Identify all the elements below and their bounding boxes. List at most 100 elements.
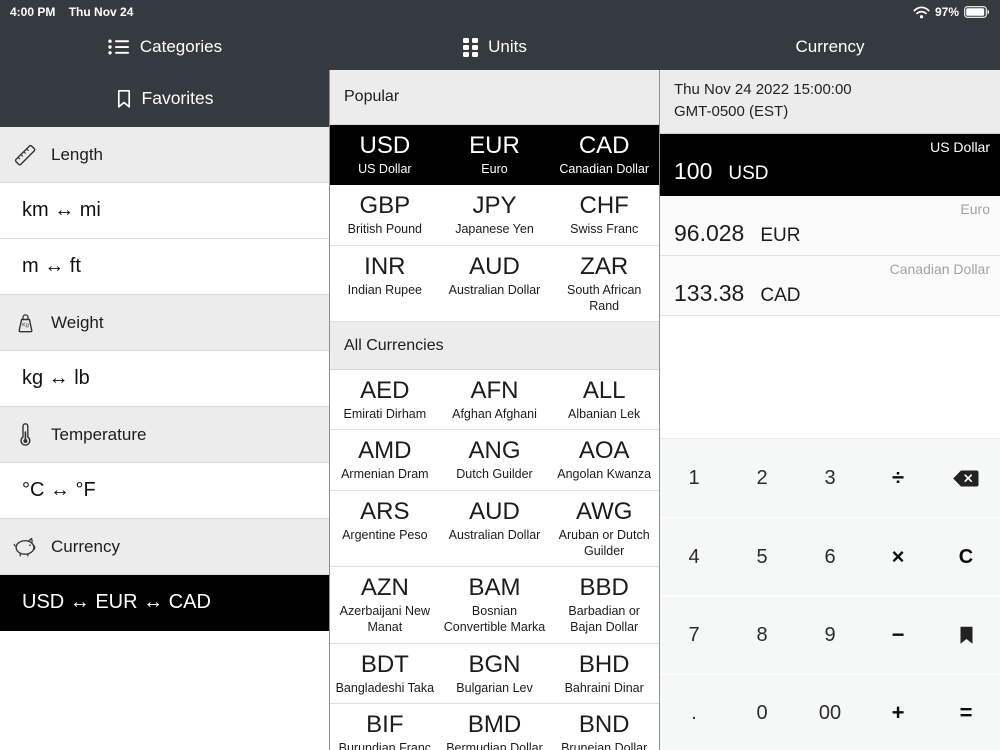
sidebar-favorite-label: km ↔ mi <box>22 199 101 221</box>
ruler-icon <box>12 142 38 168</box>
weight-icon: Kg <box>12 310 38 336</box>
currency-row: BDT Bangladeshi Taka BGN Bulgarian Lev B… <box>330 643 659 704</box>
currency-cell-bif[interactable]: BIF Burundian Franc <box>338 710 432 750</box>
backspace-icon <box>952 469 980 488</box>
rate-timestamp: Thu Nov 24 2022 15:00:00 GMT-0500 (EST) <box>660 70 1000 134</box>
sidebar-favorite-label: °C ↔ °F <box>22 479 96 501</box>
key-plus[interactable]: + <box>891 700 905 725</box>
nav-units-label: Units <box>488 37 527 56</box>
currency-row-usd-eur-cad: USD US Dollar EUR Euro CAD Canadian Doll… <box>330 125 659 186</box>
sidebar-category-currency[interactable]: Currency <box>0 519 329 575</box>
key-4[interactable]: 4 <box>688 545 700 568</box>
currency-row: GBP British Pound JPY Japanese Yen CHF S… <box>330 185 659 246</box>
currency-cell-gbp[interactable]: GBP British Pound <box>347 192 423 237</box>
converter-row-usd[interactable]: US Dollar 100 USD <box>660 133 1000 196</box>
key-00[interactable]: 00 <box>818 701 842 724</box>
key-divide[interactable]: ÷ <box>891 465 905 490</box>
key-decimal[interactable]: . <box>691 701 697 724</box>
sidebar-category-length[interactable]: Length <box>0 127 329 183</box>
sidebar-category-temperature[interactable]: Temperature <box>0 407 329 463</box>
sidebar-favorite-kg-lb[interactable]: kg ↔ lb <box>0 351 329 407</box>
currency-row: AED Emirati Dirham AFN Afghan Afghani AL… <box>330 370 659 431</box>
currency-cell-all[interactable]: ALL Albanian Lek <box>568 377 641 421</box>
currency-cell-azn[interactable]: AZN Azerbaijani New Manat <box>339 574 430 635</box>
currency-cell-usd[interactable]: USD US Dollar <box>358 132 412 176</box>
sidebar-category-label: Temperature <box>51 424 147 444</box>
sidebar-category-weight[interactable]: Kg Weight <box>0 295 329 351</box>
all-currencies-section-header: All Currencies <box>330 322 659 370</box>
key-5[interactable]: 5 <box>756 545 768 568</box>
currency-cell-bhd[interactable]: BHD Bahraini Dinar <box>564 650 644 695</box>
page-title-label: Currency <box>795 37 865 56</box>
key-backspace[interactable] <box>932 469 1000 488</box>
key-6[interactable]: 6 <box>824 545 836 568</box>
currency-cell-bdt[interactable]: BDT Bangladeshi Taka <box>335 650 435 695</box>
key-minus[interactable]: − <box>891 622 905 647</box>
grid-icon <box>463 37 479 57</box>
currency-cell-aud-2[interactable]: AUD Australian Dollar <box>448 497 541 542</box>
key-3[interactable]: 3 <box>824 466 836 489</box>
keypad: 1 2 3 ÷ 4 5 <box>660 438 1000 750</box>
currency-cell-zar[interactable]: ZAR South African Rand <box>567 252 642 313</box>
key-bookmark[interactable] <box>932 626 1000 645</box>
currency-cell-ang[interactable]: ANG Dutch Guilder <box>456 437 533 482</box>
key-0[interactable]: 0 <box>756 701 768 724</box>
key-9[interactable]: 9 <box>824 623 836 646</box>
converter-row-eur[interactable]: Euro 96.028 EUR <box>660 195 1000 256</box>
status-left: 4:00 PM Thu Nov 24 <box>10 5 143 19</box>
popular-section-label: Popular <box>344 88 400 105</box>
currency-cell-amd[interactable]: AMD Armenian Dram <box>341 437 429 482</box>
nav-categories-button[interactable]: Categories <box>0 24 330 70</box>
status-date: Thu Nov 24 <box>68 5 134 19</box>
sidebar-favorite-m-ft[interactable]: m ↔ ft <box>0 239 329 295</box>
all-currencies-section-label: All Currencies <box>344 336 444 354</box>
keypad-row: 1 2 3 ÷ <box>660 439 1000 517</box>
currency-cell-bbd[interactable]: BBD Barbadian or Bajan Dollar <box>568 574 640 635</box>
converter-row-cad[interactable]: Canadian Dollar 133.38 CAD <box>660 255 1000 316</box>
keypad-row: 4 5 6 × C <box>660 517 1000 595</box>
currency-cell-awg[interactable]: AWG Aruban or Dutch Guilder <box>558 497 650 558</box>
currency-cell-inr[interactable]: INR Indian Rupee <box>347 252 423 297</box>
key-multiply[interactable]: × <box>891 544 905 569</box>
key-8[interactable]: 8 <box>756 623 768 646</box>
currency-row: AMD Armenian Dram ANG Dutch Guilder AOA … <box>330 430 659 491</box>
currency-row: AZN Azerbaijani New Manat BAM Bosnian Co… <box>330 567 659 644</box>
currency-row: ARS Argentine Peso AUD Australian Dollar… <box>330 490 659 567</box>
thermometer-icon <box>12 422 38 448</box>
currency-name-label: Canadian Dollar <box>889 260 990 277</box>
key-clear[interactable]: C <box>958 545 974 568</box>
currency-cell-ars[interactable]: ARS Argentine Peso <box>342 497 428 542</box>
sidebar-favorite-label: kg ↔ lb <box>22 367 90 389</box>
currency-cell-jpy[interactable]: JPY Japanese Yen <box>455 192 534 237</box>
currency-cell-bam[interactable]: BAM Bosnian Convertible Marka <box>443 574 546 635</box>
currency-code: CAD <box>760 284 801 306</box>
sidebar-favorite-c-f[interactable]: °C ↔ °F <box>0 463 329 519</box>
wifi-icon <box>913 6 930 19</box>
battery-icon <box>964 6 990 18</box>
currency-cell-aed[interactable]: AED Emirati Dirham <box>343 377 427 421</box>
sidebar-favorite-usd-eur-cad[interactable]: USD ↔ EUR ↔ CAD <box>0 575 329 631</box>
list-icon <box>108 38 130 56</box>
currency-cell-bmd[interactable]: BMD Bermudian Dollar <box>446 710 543 750</box>
sidebar-favorite-km-mi[interactable]: km ↔ mi <box>0 183 329 239</box>
key-1[interactable]: 1 <box>688 466 700 489</box>
currency-cell-aud[interactable]: AUD Australian Dollar <box>448 252 541 297</box>
key-7[interactable]: 7 <box>688 623 700 646</box>
nav-units-button[interactable]: Units <box>330 24 660 70</box>
amount-value: 100 <box>674 157 713 184</box>
currency-cell-bgn[interactable]: BGN Bulgarian Lev <box>456 650 533 695</box>
categories-sidebar: Favorites Length km ↔ mi m ↔ ft <box>0 70 330 750</box>
key-2[interactable]: 2 <box>756 466 768 489</box>
currency-cell-cad[interactable]: CAD Canadian Dollar <box>559 132 649 176</box>
currency-cell-eur[interactable]: EUR Euro <box>469 132 520 176</box>
page-title: Currency <box>660 24 1000 70</box>
currency-cell-bnd[interactable]: BND Bruneian Dollar <box>561 710 648 750</box>
currency-cell-afn[interactable]: AFN Afghan Afghani <box>452 377 537 421</box>
currency-cell-aoa[interactable]: AOA Angolan Kwanza <box>557 437 652 482</box>
currency-cell-chf[interactable]: CHF Swiss Franc <box>570 192 639 237</box>
navigation-bar: Categories Units Currency <box>0 24 1000 70</box>
bookmark-outline-icon <box>116 89 132 109</box>
currency-row: INR Indian Rupee AUD Australian Dollar Z… <box>330 245 659 322</box>
key-equals[interactable]: = <box>959 700 973 725</box>
keypad-row: . 0 00 + = <box>660 673 1000 750</box>
